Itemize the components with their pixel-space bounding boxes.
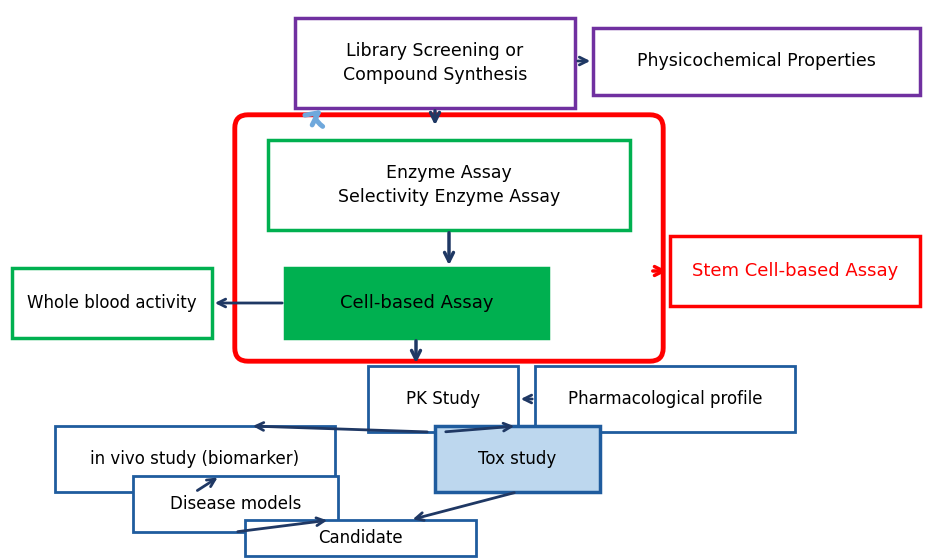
Text: Pharmacological profile: Pharmacological profile [568, 390, 762, 408]
Text: Library Screening or
Compound Synthesis: Library Screening or Compound Synthesis [343, 42, 527, 84]
FancyBboxPatch shape [268, 140, 630, 230]
FancyBboxPatch shape [295, 18, 575, 108]
Text: Candidate: Candidate [318, 529, 403, 547]
FancyBboxPatch shape [435, 426, 600, 492]
FancyBboxPatch shape [234, 115, 663, 361]
Text: Enzyme Assay
Selectivity Enzyme Assay: Enzyme Assay Selectivity Enzyme Assay [338, 164, 560, 206]
Text: Stem Cell-based Assay: Stem Cell-based Assay [692, 262, 899, 280]
FancyBboxPatch shape [670, 236, 920, 306]
Text: PK Study: PK Study [406, 390, 480, 408]
FancyBboxPatch shape [285, 268, 548, 338]
Text: in vivo study (biomarker): in vivo study (biomarker) [91, 450, 300, 468]
FancyBboxPatch shape [535, 366, 795, 432]
FancyBboxPatch shape [55, 426, 335, 492]
FancyBboxPatch shape [245, 520, 476, 556]
Text: Cell-based Assay: Cell-based Assay [340, 294, 493, 312]
Text: Physicochemical Properties: Physicochemical Properties [637, 52, 876, 70]
FancyBboxPatch shape [368, 366, 518, 432]
FancyBboxPatch shape [133, 476, 338, 532]
Text: Whole blood activity: Whole blood activity [27, 294, 197, 312]
FancyBboxPatch shape [12, 268, 212, 338]
Text: Tox study: Tox study [478, 450, 557, 468]
Text: Disease models: Disease models [170, 495, 301, 513]
FancyBboxPatch shape [593, 28, 920, 95]
